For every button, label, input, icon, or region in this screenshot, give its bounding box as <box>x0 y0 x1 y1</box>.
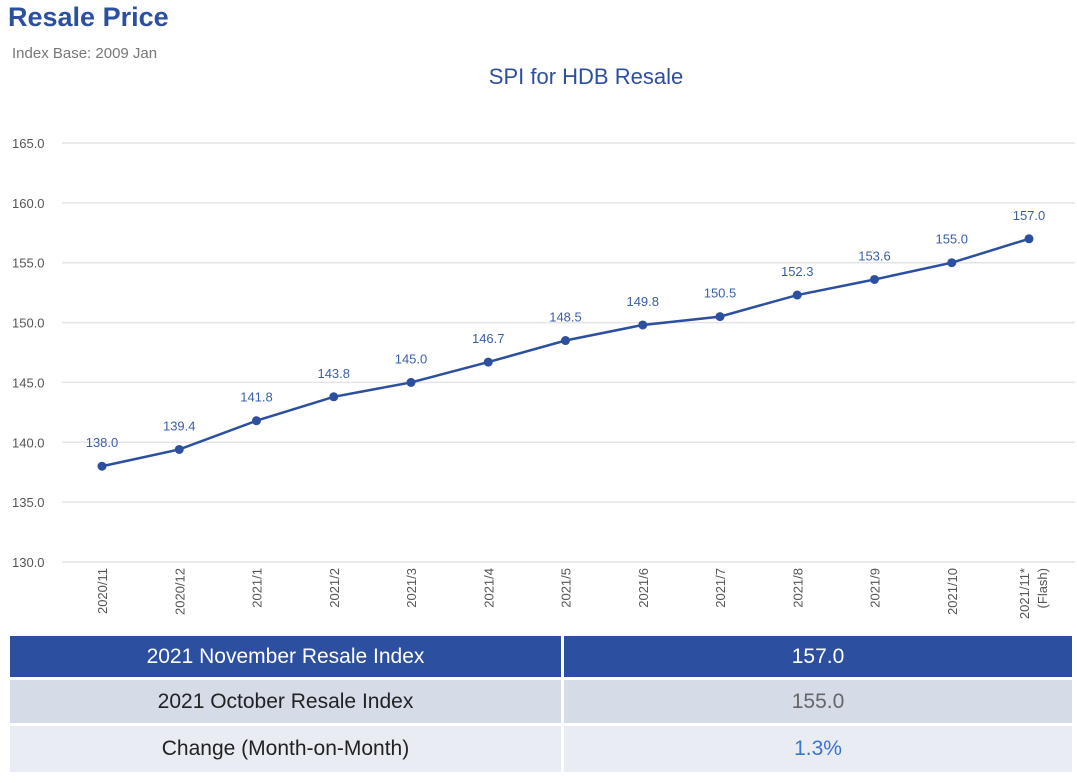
data-point <box>483 357 493 367</box>
y-tick-label: 140.0 <box>12 435 45 450</box>
y-tick-label: 145.0 <box>12 375 45 390</box>
current-index-value: 157.0 <box>561 636 1072 677</box>
data-point <box>947 258 957 268</box>
x-tick-label: 2021/6 <box>636 568 651 608</box>
data-label: 152.3 <box>781 264 814 279</box>
y-tick-label: 150.0 <box>12 316 45 331</box>
x-tick-label: 2021/10 <box>945 568 960 615</box>
x-tick-label: 2021/8 <box>790 568 805 608</box>
y-tick-label: 165.0 <box>12 136 45 151</box>
resale-index-chart: 130.0 135.0 140.0 145.0 150.0 155.0 160.0 165.0… <box>12 136 1075 619</box>
data-label: 150.5 <box>704 286 737 301</box>
summary-table: 2021 November Resale Index 157.0 2021 Oc… <box>10 636 1072 772</box>
data-point <box>715 312 725 322</box>
data-point <box>252 416 261 426</box>
previous-index-value: 155.0 <box>561 677 1072 723</box>
data-point <box>1024 234 1034 244</box>
x-tick-label: 2021/3 <box>404 568 419 608</box>
x-tick-label: 2021/1 <box>250 568 265 608</box>
summary-row-previous: 2021 October Resale Index 155.0 <box>10 677 1072 723</box>
page-title: Resale Price <box>8 2 169 32</box>
x-tick-label: 2021/9 <box>868 568 883 608</box>
y-tick-label: 155.0 <box>12 256 45 271</box>
x-tick-label: 2020/11 <box>95 568 110 614</box>
data-label: 146.7 <box>472 331 505 346</box>
x-tick-note: (Flash) <box>1035 568 1050 608</box>
chart-title: SPI for HDB Resale <box>488 64 684 89</box>
data-point <box>329 392 339 402</box>
x-tick-label: 2021/7 <box>713 568 728 608</box>
data-point <box>97 461 107 471</box>
summary-row-change: Change (Month-on-Month) 1.3% <box>10 723 1072 772</box>
previous-index-label: 2021 October Resale Index <box>10 677 561 723</box>
index-base-note: Index Base: 2009 Jan <box>12 45 158 62</box>
data-point <box>174 444 184 454</box>
data-label: 149.8 <box>626 294 659 309</box>
x-tick-label: 2021/4 <box>481 568 496 608</box>
data-point <box>638 320 648 330</box>
current-index-label: 2021 November Resale Index <box>10 636 561 677</box>
data-label: 153.6 <box>858 248 891 263</box>
change-value: 1.3% <box>561 723 1072 772</box>
series-line <box>101 237 1030 468</box>
y-tick-label: 130.0 <box>12 555 45 570</box>
data-label: 148.5 <box>549 310 582 325</box>
x-tick-label: 2021/11* <box>1017 568 1032 619</box>
data-label: 138.0 <box>86 435 119 450</box>
data-point <box>792 290 802 300</box>
data-point <box>406 377 416 387</box>
y-tick-label: 135.0 <box>12 495 45 510</box>
data-label: 157.0 <box>1013 208 1046 223</box>
data-point <box>870 274 879 284</box>
data-label: 141.8 <box>240 390 273 405</box>
data-label: 143.8 <box>317 366 350 381</box>
y-tick-label: 160.0 <box>12 196 45 211</box>
data-label: 155.0 <box>935 232 968 247</box>
x-tick-label: 2021/2 <box>327 568 342 608</box>
data-label: 145.0 <box>395 351 428 366</box>
summary-row-current: 2021 November Resale Index 157.0 <box>10 636 1072 677</box>
change-label: Change (Month-on-Month) <box>10 723 561 772</box>
x-tick-label: 2021/5 <box>559 568 574 608</box>
data-label: 139.4 <box>163 418 196 433</box>
x-tick-label: 2020/12 <box>172 568 187 615</box>
data-point <box>561 336 570 346</box>
